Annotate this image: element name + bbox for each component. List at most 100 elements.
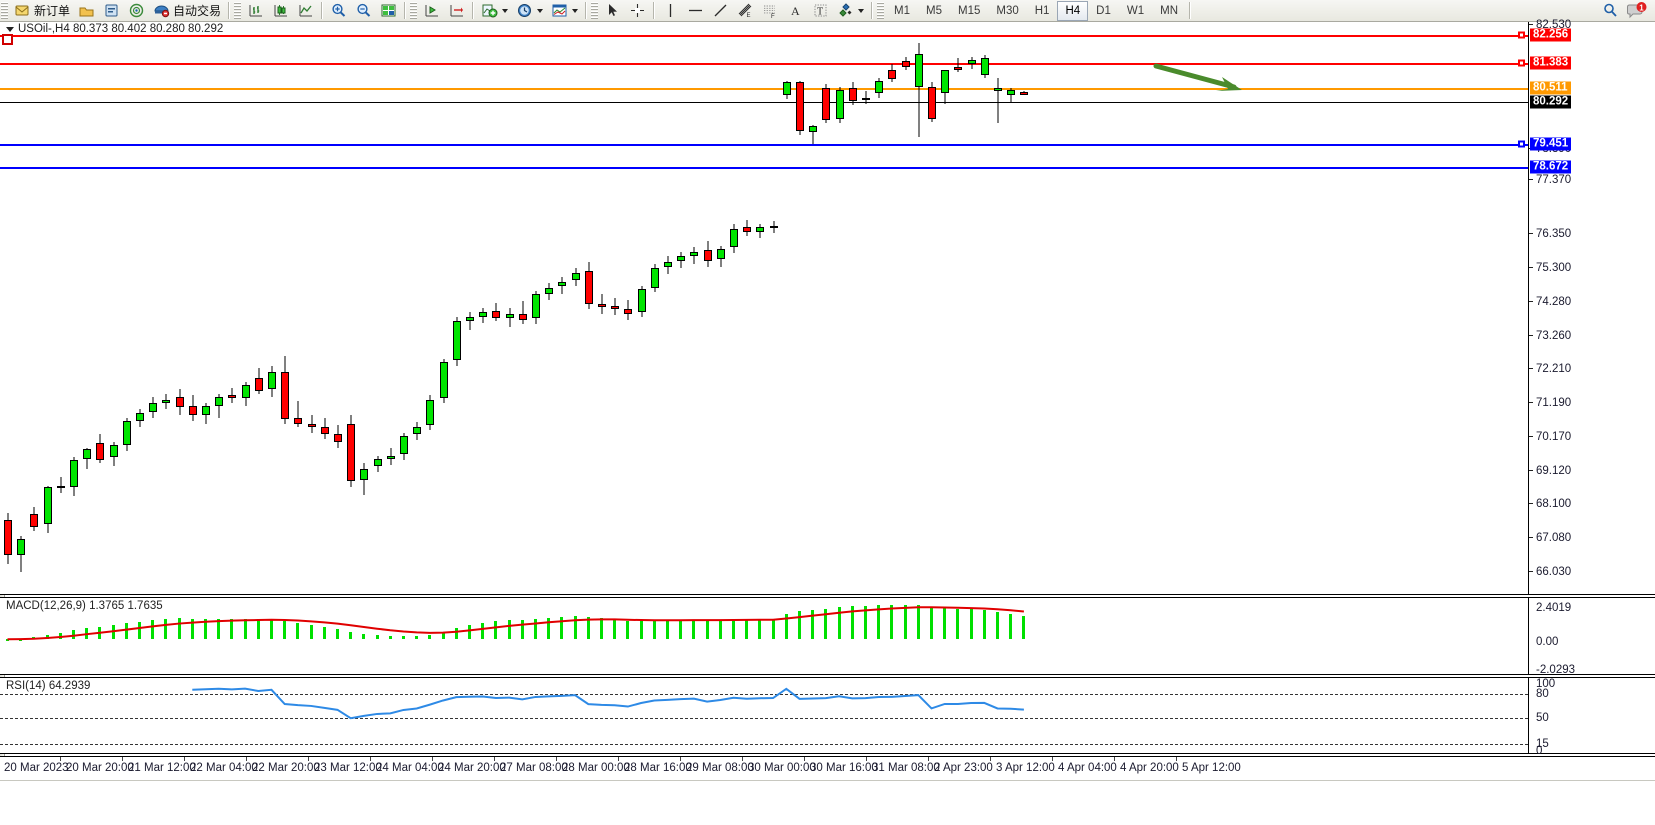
shift-grip[interactable] (410, 2, 418, 19)
signal-button[interactable] (124, 0, 149, 22)
candle[interactable] (624, 22, 633, 593)
rsi-pane[interactable]: RSI(14) 64.2939 100 80 50 15 0 (0, 677, 1655, 757)
new-order-button[interactable]: 新订单 (10, 0, 74, 22)
candle[interactable] (281, 22, 290, 593)
candle[interactable] (4, 22, 12, 593)
candle[interactable] (122, 22, 131, 593)
candle[interactable] (782, 22, 791, 593)
candle[interactable] (215, 22, 224, 593)
candle[interactable] (584, 22, 593, 593)
candle[interactable] (532, 22, 540, 593)
timeframe-h1[interactable]: H1 (1034, 4, 1050, 17)
candle[interactable] (571, 22, 580, 593)
period-button[interactable] (512, 0, 547, 22)
candle[interactable] (848, 22, 857, 593)
candle[interactable] (796, 22, 804, 593)
candle[interactable] (136, 22, 144, 593)
candle[interactable] (994, 22, 1002, 593)
level-line-pivot-80511[interactable] (0, 88, 1528, 90)
price-tag[interactable]: 79.451 (1530, 137, 1572, 151)
candlestick-chart-button[interactable] (268, 0, 293, 22)
candle[interactable] (268, 22, 276, 593)
candle[interactable] (928, 22, 936, 593)
candle[interactable] (743, 22, 752, 593)
timeframe-m15[interactable]: M15 (958, 4, 981, 17)
level-handle-resistance-81383[interactable] (1518, 59, 1525, 67)
timeframe-h4[interactable]: H4 (1057, 0, 1089, 21)
candle[interactable] (730, 22, 738, 593)
timeframe-mn[interactable]: MN (1160, 4, 1178, 17)
candle[interactable] (769, 22, 778, 593)
timeframe-m1[interactable]: M1 (894, 4, 911, 17)
candle[interactable] (664, 22, 672, 593)
price-tag[interactable]: 80.511 (1530, 81, 1571, 95)
timeframe-w1[interactable]: W1 (1126, 4, 1145, 17)
candle[interactable] (901, 22, 910, 593)
candle[interactable] (835, 22, 844, 593)
candle[interactable] (83, 22, 92, 593)
candle[interactable] (914, 22, 923, 593)
candle[interactable] (334, 22, 342, 593)
candle[interactable] (162, 22, 171, 593)
timeframe-grip[interactable] (877, 2, 885, 19)
tools-grip[interactable] (591, 2, 599, 19)
zoom-out-button[interactable] (351, 0, 376, 22)
price-pane[interactable]: USOil-,H4 80.373 80.402 80.280 80.292 82… (0, 19, 1655, 645)
timeframe-m5[interactable]: M5 (926, 4, 942, 17)
candle[interactable] (347, 22, 356, 593)
candle[interactable] (17, 22, 26, 593)
candle[interactable] (360, 22, 369, 593)
candle[interactable] (70, 22, 78, 593)
price-scale[interactable]: 82.53078.39077.37076.35075.30074.28073.2… (1528, 19, 1655, 645)
candle[interactable] (967, 22, 976, 593)
level-handle-resistance-82256[interactable] (1518, 31, 1525, 39)
price-tag[interactable]: 82.256 (1530, 28, 1572, 42)
shapes-button[interactable] (833, 0, 868, 22)
candle[interactable] (888, 22, 897, 593)
candle[interactable] (980, 22, 989, 593)
price-tag[interactable]: 81.383 (1530, 56, 1572, 70)
candle[interactable] (466, 22, 474, 593)
candle[interactable] (756, 22, 765, 593)
candle[interactable] (677, 22, 686, 593)
candle[interactable] (400, 22, 408, 593)
trendline-button[interactable] (708, 0, 733, 22)
cursor-button[interactable] (600, 0, 625, 22)
candle[interactable] (703, 22, 712, 593)
tile-windows-button[interactable] (376, 0, 401, 22)
time-axis[interactable]: 20 Mar 2023 20 Mar 20:00 21 Mar 12:00 22 Ma… (0, 756, 1655, 780)
candle[interactable] (518, 22, 527, 593)
level-line-resistance-82256[interactable] (0, 35, 1528, 37)
candle[interactable] (690, 22, 699, 593)
candle[interactable] (109, 22, 118, 593)
bar-chart-button[interactable] (243, 0, 268, 22)
zoom-in-button[interactable] (326, 0, 351, 22)
chart-anchor-handle[interactable] (2, 34, 13, 45)
period-caret-icon[interactable] (537, 8, 544, 13)
candle[interactable] (611, 22, 620, 593)
templates-button[interactable] (547, 0, 582, 22)
price-tag[interactable]: 80.292 (1530, 95, 1572, 109)
horizontal-line-button[interactable] (683, 0, 708, 22)
candle[interactable] (558, 22, 567, 593)
candle[interactable] (492, 22, 501, 593)
rsi-plot[interactable]: RSI(14) 64.2939 (0, 678, 1528, 753)
level-line-support-79451[interactable] (0, 144, 1528, 146)
candle[interactable] (479, 22, 488, 593)
chart-shift-button[interactable] (419, 0, 444, 22)
indicators-caret-icon[interactable] (502, 8, 509, 13)
folder-button[interactable] (74, 0, 99, 22)
candle[interactable] (320, 22, 329, 593)
trend-arrow-annotation[interactable] (1150, 60, 1260, 96)
candle[interactable] (43, 22, 52, 593)
candle[interactable] (1007, 22, 1016, 593)
timeframe-m30[interactable]: M30 (996, 4, 1019, 17)
notification-balloon-icon[interactable]: 1 (1627, 2, 1647, 19)
crosshair-button[interactable] (625, 0, 650, 22)
fibonacci-button[interactable]: F (758, 0, 783, 22)
candle[interactable] (650, 22, 659, 593)
line-chart-button[interactable] (293, 0, 318, 22)
level-handle-support-79451[interactable] (1518, 140, 1525, 148)
price-plot[interactable]: USOil-,H4 80.373 80.402 80.280 80.292 (0, 22, 1528, 594)
chart-type-grip[interactable] (234, 2, 242, 19)
